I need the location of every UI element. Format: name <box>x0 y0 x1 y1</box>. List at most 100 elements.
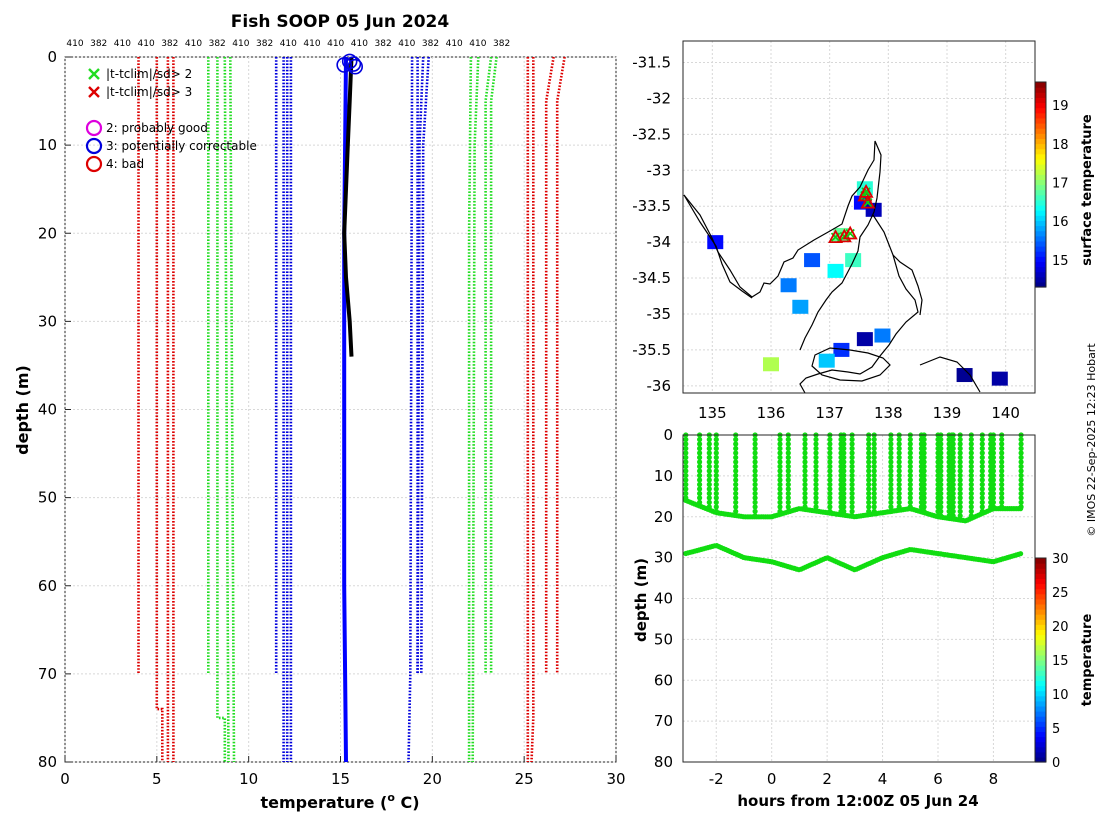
time-depth-point <box>979 468 985 474</box>
time-depth-point <box>979 441 985 447</box>
time-depth-point <box>896 472 902 479</box>
time-depth-point <box>1018 454 1024 461</box>
time-depth-point <box>957 441 963 447</box>
time-depth-point <box>802 499 808 505</box>
sst-colorbar-segment <box>1035 256 1046 262</box>
time-depth-point <box>841 499 847 505</box>
time-depth-point <box>813 450 819 456</box>
time-depth-point <box>752 441 758 447</box>
sst-colorbar-segment <box>1035 276 1046 283</box>
time-depth-point <box>950 490 956 497</box>
time-depth-point <box>990 463 997 470</box>
source-label: 410 <box>232 39 249 49</box>
time-depth-point <box>866 459 872 465</box>
time-depth-point <box>802 477 808 483</box>
y-tick-label: 50 <box>38 489 57 507</box>
temperature-colorbar-segment <box>1035 695 1046 702</box>
time-depth-point <box>777 499 783 505</box>
time-x-tick-label: 2 <box>822 770 832 788</box>
time-depth-point <box>921 436 927 443</box>
time-depth-point <box>697 486 703 492</box>
sst-patch <box>804 253 821 268</box>
time-depth-point <box>1018 445 1024 452</box>
time-depth-point <box>713 499 719 505</box>
time-depth-point <box>999 490 1005 497</box>
x-tick-label: 15 <box>331 770 350 788</box>
time-depth-point <box>866 490 872 497</box>
time-depth-point <box>968 450 974 456</box>
time-depth-point <box>683 472 689 479</box>
time-depth-point <box>706 450 712 456</box>
ship-track <box>828 183 876 244</box>
time-depth-point <box>866 495 872 501</box>
time-depth-point <box>866 468 872 474</box>
time-depth-point <box>841 495 847 501</box>
time-depth-point <box>950 463 956 470</box>
temperature-colorbar-segment <box>1035 731 1046 738</box>
time-depth-point <box>921 454 927 461</box>
source-label: 410 <box>327 39 344 49</box>
time-depth-point <box>1018 495 1024 501</box>
time-depth-point <box>752 454 758 461</box>
time-depth-point <box>813 477 819 483</box>
x-axis-label: temperature (o C) <box>260 791 419 812</box>
time-depth-point <box>802 481 808 488</box>
time-depth-point <box>706 454 712 461</box>
time-depth-point <box>713 445 719 452</box>
sst-colorbar-segment <box>1035 102 1046 109</box>
time-depth-point <box>733 486 739 492</box>
map-y-tick-label: -34.5 <box>632 269 671 287</box>
time-depth-point <box>785 459 791 465</box>
temperature-colorbar-segment <box>1035 588 1046 595</box>
time-depth-point <box>841 477 847 483</box>
time-depth-point <box>813 459 819 465</box>
time-depth-point <box>683 477 689 483</box>
time-depth-point <box>866 477 872 483</box>
time-depth-point <box>697 454 703 461</box>
time-depth-point <box>697 481 703 488</box>
time-depth-point <box>990 459 997 465</box>
time-depth-point <box>785 441 791 447</box>
time-depth-point <box>777 450 783 456</box>
time-depth-point <box>968 508 974 514</box>
time-depth-point <box>697 445 703 452</box>
sst-patch <box>874 328 891 343</box>
temperature-colorbar-segment <box>1035 593 1046 600</box>
time-depth-point <box>752 481 758 488</box>
time-depth-point <box>957 495 963 501</box>
time-depth-point <box>733 445 739 452</box>
time-depth-point <box>957 504 963 510</box>
time-depth-point <box>950 450 956 456</box>
time-depth-point <box>999 468 1005 474</box>
source-label: 410 <box>469 39 486 49</box>
temperature-axes: 0 5 10 15 20 25 30 0 10 20 30 40 50 60 70 80 <box>38 48 626 788</box>
time-depth-point <box>921 472 927 479</box>
temperature-colorbar-segment <box>1035 573 1046 579</box>
time-depth-point <box>979 450 985 456</box>
time-depth-point <box>683 436 689 443</box>
time-depth-point <box>979 463 985 470</box>
map-x-tick-label: 139 <box>933 404 962 422</box>
time-depth-point <box>979 481 985 488</box>
time-depth-point <box>733 481 739 488</box>
sst-patch <box>818 353 835 368</box>
flag-circle <box>341 53 358 70</box>
time-depth-point <box>907 490 913 497</box>
time-depth-point <box>871 468 877 474</box>
time-depth-point <box>950 468 956 474</box>
time-depth-point <box>849 441 855 447</box>
time-depth-point <box>968 441 974 447</box>
time-depth-point <box>866 450 872 456</box>
time-depth-point <box>999 459 1005 465</box>
time-depth-point <box>968 454 974 461</box>
time-depth-point <box>888 495 894 501</box>
time-depth-point <box>849 468 855 474</box>
temperature-colorbar-segment <box>1035 746 1046 753</box>
source-label: 382 <box>209 39 226 49</box>
sst-colorbar-segment <box>1035 246 1046 252</box>
map-x-tick-label: 135 <box>698 404 727 422</box>
time-depth-point <box>950 477 956 483</box>
time-depth-point <box>802 490 808 497</box>
time-depth-point <box>752 436 758 443</box>
time-depth-points <box>683 432 1024 573</box>
